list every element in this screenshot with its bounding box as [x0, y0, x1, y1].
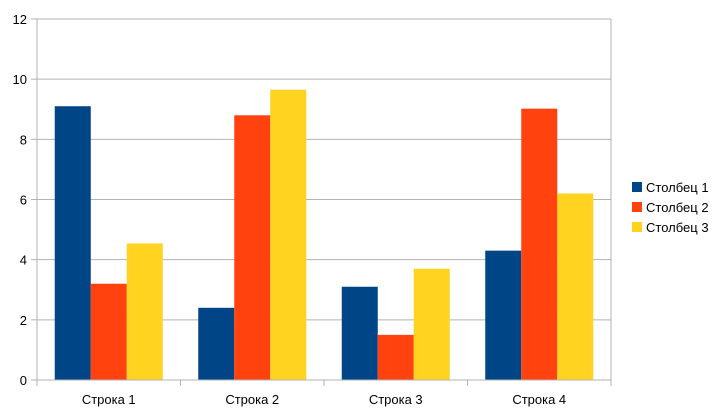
- bar: [126, 243, 163, 380]
- bar: [198, 307, 235, 380]
- legend-label: Столбец 1: [646, 180, 709, 195]
- legend-swatch: [632, 222, 642, 232]
- y-tick-labels: 0 2 4 6 8 10 12: [13, 12, 27, 388]
- bar: [341, 286, 378, 380]
- y-tick-label: 6: [20, 193, 27, 208]
- y-tick-label: 4: [20, 253, 27, 268]
- legend: Столбец 1 Столбец 2 Столбец 3: [632, 180, 709, 235]
- y-tick-label: 8: [20, 132, 27, 147]
- bar: [557, 193, 594, 380]
- bars: [54, 89, 594, 381]
- bar: [485, 250, 522, 380]
- bar: [377, 334, 414, 380]
- axes: [31, 18, 612, 386]
- x-tick-labels: Строка 1 Строка 2 Строка 3 Строка 4: [82, 392, 566, 407]
- y-tick-label: 0: [20, 373, 27, 388]
- bar: [413, 268, 450, 380]
- x-tick-label: Строка 1: [82, 392, 136, 407]
- bar: [270, 89, 307, 380]
- x-tick-label: Строка 4: [512, 392, 566, 407]
- x-tick-label: Строка 3: [369, 392, 423, 407]
- legend-swatch: [632, 202, 642, 212]
- bar: [521, 108, 558, 381]
- y-tick-label: 2: [20, 313, 27, 328]
- bar: [54, 106, 91, 380]
- y-tick-label: 12: [13, 12, 27, 27]
- bar: [90, 283, 127, 380]
- legend-swatch: [632, 182, 642, 192]
- bar: [234, 115, 271, 381]
- y-tick-label: 10: [13, 72, 27, 87]
- legend-label: Столбец 2: [646, 200, 709, 215]
- legend-label: Столбец 3: [646, 220, 709, 235]
- x-tick-label: Строка 2: [225, 392, 279, 407]
